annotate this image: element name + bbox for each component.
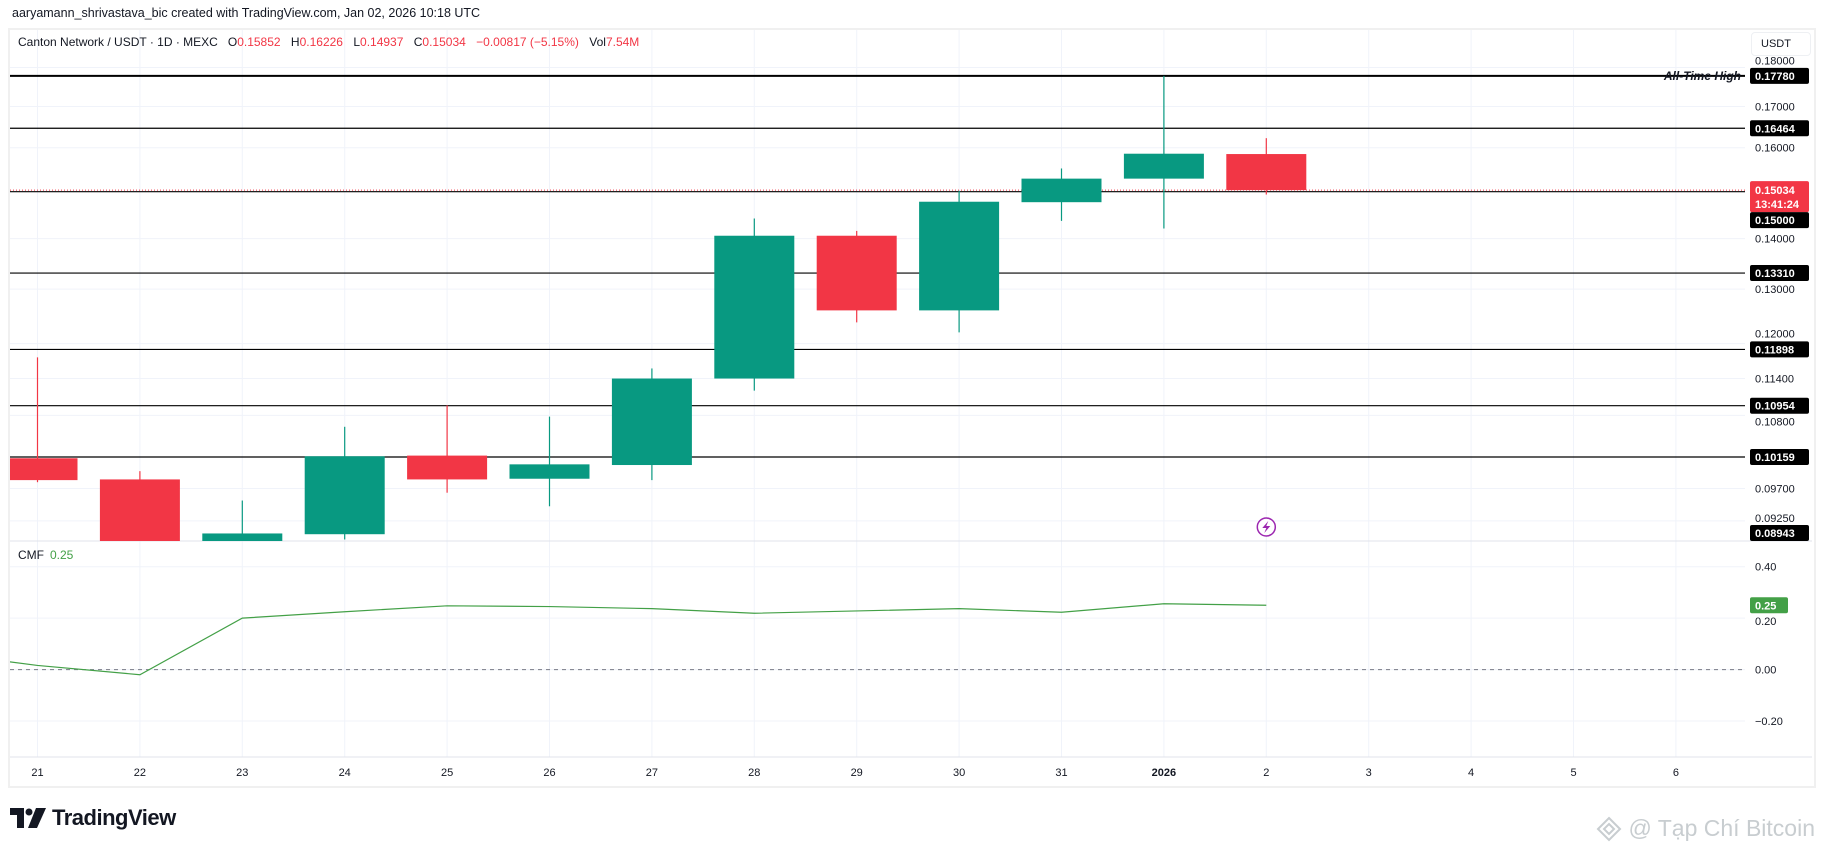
level-annotation: All-Time High bbox=[1663, 69, 1741, 83]
price-tick-label: 0.09700 bbox=[1755, 483, 1795, 495]
price-level-badge bbox=[1750, 212, 1809, 229]
price-level-badge-text: 0.15000 bbox=[1755, 215, 1795, 227]
candle-body-down bbox=[816, 235, 897, 311]
close-label: C bbox=[413, 35, 423, 49]
watermark: @ Tạp Chí Bitcoin bbox=[1596, 815, 1815, 842]
cmf-value-badge bbox=[1750, 597, 1788, 614]
attribution-text: aaryamann_shrivastava_bic created with T… bbox=[12, 6, 481, 20]
x-tick-label: 21 bbox=[31, 767, 43, 779]
price-level-badge-text: 0.10954 bbox=[1755, 401, 1796, 413]
price-tick-label: 0.13000 bbox=[1755, 284, 1795, 296]
price-tick-label: 0.12000 bbox=[1755, 329, 1795, 341]
price-level-badge bbox=[1750, 341, 1809, 358]
price-level-badge bbox=[1750, 449, 1809, 466]
cmf-line bbox=[10, 603, 1267, 676]
cmf-tick-label: 0.40 bbox=[1755, 562, 1776, 574]
cmf-tick-label: 0.00 bbox=[1755, 665, 1776, 677]
currency-button[interactable]: USDT bbox=[1751, 32, 1811, 56]
price-level-badge bbox=[1750, 120, 1809, 137]
open-value: 0.15852 bbox=[237, 35, 281, 49]
price-tick-label: 0.09250 bbox=[1755, 513, 1795, 525]
x-tick-label: 3 bbox=[1366, 767, 1372, 779]
tradingview-logo-text: TradingView bbox=[52, 805, 176, 830]
x-tick-label: 27 bbox=[646, 767, 658, 779]
candle-body-up bbox=[202, 533, 283, 541]
x-tick-label: 28 bbox=[748, 767, 760, 779]
price-tick-label: 0.11400 bbox=[1755, 374, 1794, 386]
volume-value: 7.54M bbox=[605, 35, 640, 49]
candle-body-up bbox=[611, 378, 692, 466]
price-tick-label: 0.16000 bbox=[1755, 143, 1795, 155]
price-level-badge bbox=[1750, 525, 1809, 541]
lightning-icon[interactable] bbox=[1256, 517, 1277, 537]
x-tick-label: 25 bbox=[441, 767, 453, 779]
x-tick-label: 5 bbox=[1570, 767, 1576, 779]
candle-body-down bbox=[10, 458, 78, 481]
lightning-icon-bolt bbox=[1262, 521, 1271, 533]
x-tick-label: 24 bbox=[339, 767, 351, 779]
x-tick-label: 2 bbox=[1263, 767, 1269, 779]
candle-body-up bbox=[714, 235, 795, 379]
tradingview-logo[interactable]: TradingView bbox=[10, 805, 176, 831]
price-level-badge bbox=[1750, 265, 1809, 282]
symbol-legend: Canton Network / USDT · 1D · MEXC O0.158… bbox=[18, 35, 646, 49]
countdown-text: 13:41:24 bbox=[1755, 199, 1800, 211]
price-tick-label: 0.10800 bbox=[1755, 416, 1795, 428]
candle-body-up bbox=[304, 456, 385, 535]
x-tick-label: 31 bbox=[1055, 767, 1067, 779]
price-level-badge bbox=[1750, 67, 1809, 84]
x-tick-label: 26 bbox=[543, 767, 555, 779]
x-tick-label: 2026 bbox=[1152, 767, 1176, 779]
price-level-badge-text: 0.17780 bbox=[1755, 71, 1795, 83]
price-level-badge bbox=[1750, 397, 1809, 414]
current-price-text: 0.15034 bbox=[1755, 185, 1796, 197]
x-tick-label: 30 bbox=[953, 767, 965, 779]
candle-body-up bbox=[919, 201, 1000, 311]
cmf-value: 0.25 bbox=[50, 548, 74, 562]
price-level-badge-text: 0.10159 bbox=[1755, 452, 1795, 464]
price-level-badge-text: 0.13310 bbox=[1755, 268, 1795, 280]
close-value: 0.15034 bbox=[422, 35, 466, 49]
price-level-badge-text: 0.11898 bbox=[1755, 344, 1794, 356]
candle-body-down bbox=[1226, 154, 1307, 191]
cmf-tick-label: −0.20 bbox=[1755, 716, 1783, 728]
x-tick-label: 4 bbox=[1468, 767, 1474, 779]
x-tick-label: 6 bbox=[1673, 767, 1679, 779]
price-tick-label: 0.14000 bbox=[1755, 234, 1795, 246]
cmf-value-badge-text: 0.25 bbox=[1755, 600, 1776, 612]
watermark-diamond-icon bbox=[1597, 816, 1622, 841]
cmf-tick-label: 0.20 bbox=[1755, 616, 1776, 628]
watermark-text: @ Tạp Chí Bitcoin bbox=[1628, 815, 1815, 841]
tradingview-logo-icon bbox=[10, 808, 46, 828]
candle-body-up bbox=[1123, 153, 1204, 179]
open-label: O bbox=[227, 35, 238, 49]
cmf-legend: CMF 0.25 bbox=[18, 548, 73, 562]
current-price-badge bbox=[1750, 181, 1809, 213]
candles bbox=[10, 75, 1307, 541]
price-tick-label: 0.18000 bbox=[1755, 56, 1795, 68]
x-tick-label: 29 bbox=[851, 767, 863, 779]
x-tick-label: 22 bbox=[134, 767, 146, 779]
candle-body-down bbox=[99, 479, 180, 541]
chart-frame bbox=[8, 28, 1816, 788]
change-value: −0.00817 (−5.15%) bbox=[476, 35, 579, 49]
x-tick-label: 23 bbox=[236, 767, 248, 779]
cmf-name[interactable]: CMF bbox=[18, 548, 44, 562]
price-level-badge-text: 0.08943 bbox=[1755, 528, 1795, 540]
low-value: 0.14937 bbox=[360, 35, 404, 49]
candle-body-down bbox=[407, 455, 488, 480]
volume-label: Vol bbox=[589, 35, 606, 49]
candle-body-up bbox=[1021, 178, 1102, 203]
symbol-name[interactable]: Canton Network / USDT · 1D · MEXC bbox=[18, 35, 218, 49]
price-tick-label: 0.17000 bbox=[1755, 101, 1795, 113]
high-label: H bbox=[290, 35, 300, 49]
price-level-badge-text: 0.16464 bbox=[1755, 123, 1796, 135]
low-label: L bbox=[353, 35, 361, 49]
candle-body-up bbox=[509, 464, 590, 479]
high-value: 0.16226 bbox=[299, 35, 343, 49]
